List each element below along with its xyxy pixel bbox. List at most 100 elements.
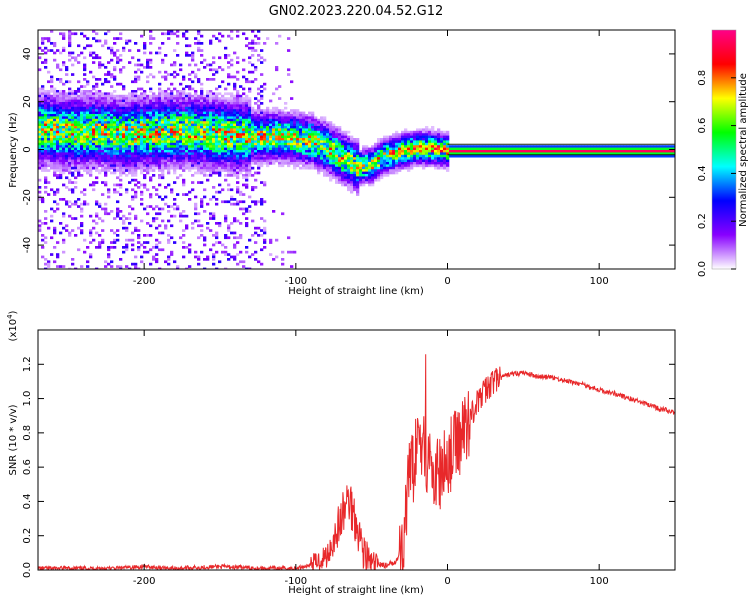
spectrogram-cell xyxy=(98,243,102,247)
spectrogram-cell xyxy=(71,56,75,60)
spectrogram-cell xyxy=(173,202,177,206)
spectrogram-cell xyxy=(290,111,294,115)
spectrogram-cell xyxy=(68,54,72,57)
spectrogram-cell xyxy=(86,97,90,100)
spectrogram-cell xyxy=(53,128,57,132)
spectrogram-cell xyxy=(212,186,216,189)
spectrogram-cell xyxy=(101,82,105,86)
spectrogram-cell xyxy=(227,73,231,76)
spectrogram-cell xyxy=(101,135,105,139)
spectrogram-cell xyxy=(200,102,204,105)
spectrogram-cell xyxy=(350,150,354,153)
spectrogram-cell xyxy=(260,111,264,115)
spectrogram-cell xyxy=(269,135,273,139)
spectrogram-cell xyxy=(230,94,234,98)
spectrogram-cell xyxy=(287,68,291,72)
spectrogram-cell xyxy=(278,138,282,141)
spectrogram-cell xyxy=(128,138,132,141)
spectrogram-cell xyxy=(143,176,147,180)
spectrogram-cell xyxy=(149,58,153,62)
spectrogram-cell xyxy=(161,171,165,175)
spectrogram-cell xyxy=(347,147,351,151)
spectrogram-cell xyxy=(554,150,558,153)
spectrogram-cell xyxy=(236,176,240,180)
spectrogram-cell xyxy=(197,68,201,72)
spectrogram-cell xyxy=(413,157,417,160)
spectrogram-cell xyxy=(215,198,219,201)
spectrogram-cell xyxy=(368,183,372,187)
spectrogram-cell xyxy=(170,154,174,158)
spectrogram-cell xyxy=(248,142,252,146)
spectrogram-cell xyxy=(347,157,351,160)
spectrogram-cell xyxy=(38,56,42,60)
spectrogram-cell xyxy=(41,114,45,117)
spectrogram-cell xyxy=(281,133,285,136)
spectrogram-cell xyxy=(107,212,111,216)
spectrogram-cell xyxy=(227,109,231,112)
spectrogram-cell xyxy=(92,75,96,79)
spectrogram-cell xyxy=(239,135,243,139)
spectrogram-cell xyxy=(548,152,552,156)
spectrogram-cell xyxy=(278,140,282,144)
spectrogram-cell xyxy=(122,109,126,112)
spectrogram-cell xyxy=(53,174,57,177)
spectrogram-cell xyxy=(41,94,45,98)
spectrogram-cell xyxy=(251,154,255,158)
spectrogram-cell xyxy=(164,224,168,228)
spectrogram-cell xyxy=(221,145,225,148)
spectrogram-cell xyxy=(215,128,219,132)
spectrogram-cell xyxy=(275,135,279,139)
spectrogram-cell xyxy=(443,150,447,153)
spectrogram-cell xyxy=(281,142,285,146)
spectrogram-cell xyxy=(428,164,432,168)
spectrogram-cell xyxy=(77,97,81,100)
spectrogram-cell xyxy=(251,126,255,129)
spectrogram-cell xyxy=(290,114,294,117)
spectrogram-cell xyxy=(257,87,261,91)
spectrogram-cell xyxy=(209,63,213,67)
spectrogram-cell xyxy=(233,171,237,175)
spectrogram-cell xyxy=(338,142,342,146)
spectrogram-cell xyxy=(410,130,414,134)
spectrogram-cell xyxy=(230,142,234,146)
spectrogram-cell xyxy=(38,140,42,144)
spectrogram-cell xyxy=(50,219,54,223)
spectrogram-cell xyxy=(185,150,189,153)
spectrogram-cell xyxy=(56,162,60,165)
spectrogram-cell xyxy=(161,32,165,36)
spectrogram-cell xyxy=(83,130,87,134)
spectrogram-cell xyxy=(140,121,144,124)
spectrogram-cell xyxy=(119,159,123,163)
spectrogram-cell xyxy=(92,114,96,117)
spectrogram-cell xyxy=(269,142,273,146)
spectrogram-cell xyxy=(125,246,129,249)
spectrogram-cell xyxy=(107,253,111,256)
spectrogram-cell xyxy=(86,37,90,40)
spectrogram-cell xyxy=(272,135,276,139)
spectrogram-cell xyxy=(41,147,45,151)
spectrogram-cell xyxy=(41,99,45,103)
spectrogram-cell xyxy=(347,188,351,192)
spectrogram-cell xyxy=(149,109,153,112)
spectrogram-cell xyxy=(335,164,339,168)
spectrogram-cell xyxy=(191,102,195,105)
spectrogram-cell xyxy=(170,111,174,115)
spectrogram-cell xyxy=(434,154,438,158)
spectrogram-cell xyxy=(209,152,213,156)
spectrogram-cell xyxy=(434,130,438,134)
spectrogram-cell xyxy=(71,188,75,192)
spectrogram-cell xyxy=(383,166,387,170)
spectrogram-cell xyxy=(251,80,255,84)
spectrogram-cell xyxy=(437,147,441,151)
spectrogram-cell xyxy=(398,138,402,141)
spectrogram-cell xyxy=(191,123,195,127)
spectrogram-cell xyxy=(194,152,198,156)
spectrogram-cell xyxy=(152,99,156,103)
spectrogram-cell xyxy=(53,111,57,115)
spectrogram-cell xyxy=(227,104,231,108)
spectrogram-cell xyxy=(173,123,177,127)
spectrogram-cell xyxy=(68,123,72,127)
spectrogram-cell xyxy=(416,138,420,141)
spectrogram-cell xyxy=(116,106,120,110)
spectrogram-cell xyxy=(329,152,333,156)
